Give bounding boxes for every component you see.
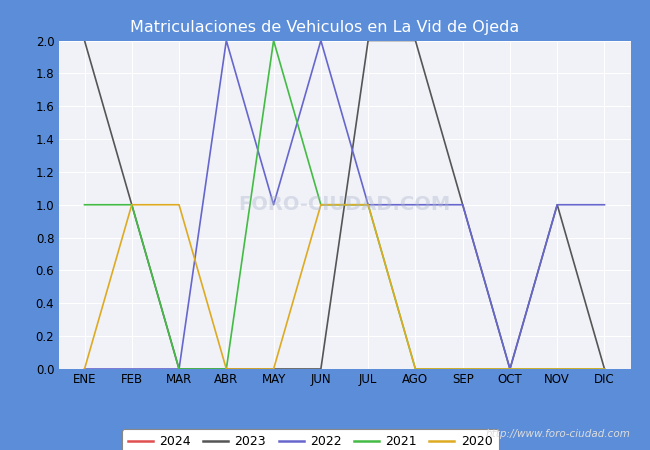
Text: Matriculaciones de Vehiculos en La Vid de Ojeda: Matriculaciones de Vehiculos en La Vid d… — [131, 20, 519, 35]
Text: FORO-CIUDAD.COM: FORO-CIUDAD.COM — [239, 195, 450, 214]
Text: http://www.foro-ciudad.com: http://www.foro-ciudad.com — [486, 429, 630, 439]
Legend: 2024, 2023, 2022, 2021, 2020: 2024, 2023, 2022, 2021, 2020 — [122, 429, 499, 450]
